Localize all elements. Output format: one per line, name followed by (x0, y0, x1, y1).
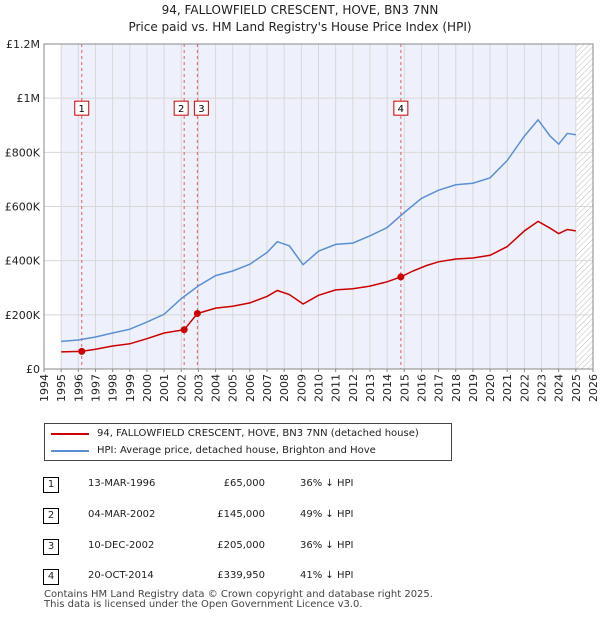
transaction-row: 4 20-OCT-2014 £339,950 41% ↓ HPI (0, 566, 600, 586)
sale-label-box (74, 100, 90, 116)
transaction-row: 2 04-MAR-2002 £145,000 49% ↓ HPI (0, 505, 600, 525)
x-tick-label: 2002 (175, 374, 188, 402)
transaction-hpi: 41% ↓ HPI (300, 570, 354, 581)
y-tick-label: £0 (26, 363, 40, 376)
legend-swatch-hpi (51, 450, 89, 452)
x-tick-label: 2007 (261, 374, 274, 402)
x-tick-label: 1994 (38, 374, 51, 402)
transaction-date: 20-OCT-2014 (88, 570, 154, 581)
transaction-row: 3 10-DEC-2002 £205,000 36% ↓ HPI (0, 536, 600, 556)
hpi-series-line (61, 118, 576, 343)
transaction-number: 3 (43, 539, 59, 555)
legend-swatch-property (51, 433, 89, 435)
legend-label-hpi: HPI: Average price, detached house, Brig… (97, 445, 376, 456)
x-tick-label: 2008 (278, 374, 291, 402)
legend-label-property: 94, FALLOWFIELD CRESCENT, HOVE, BN3 7NN … (97, 428, 419, 439)
footer-line-2: This data is licensed under the Open Gov… (44, 599, 363, 610)
transaction-date: 10-DEC-2002 (88, 540, 155, 551)
x-tick-label: 2009 (295, 374, 308, 402)
sale-label-text: 2 (178, 104, 184, 115)
y-tick-label: £200K (5, 309, 41, 322)
x-tick-label: 2010 (313, 374, 326, 402)
chart-title-block: 94, FALLOWFIELD CRESCENT, HOVE, BN3 7NN … (0, 2, 600, 36)
y-tick-label: £400K (5, 255, 41, 268)
y-tick-label: £1M (17, 92, 41, 105)
transaction-hpi: 36% ↓ HPI (300, 478, 354, 489)
x-tick-label: 1999 (124, 374, 137, 402)
x-tick-label: 2023 (536, 374, 549, 402)
x-tick-label: 2006 (244, 374, 257, 402)
sale-point (180, 326, 188, 334)
x-tick-label: 2005 (227, 374, 240, 402)
x-tick-label: 2018 (450, 374, 463, 402)
sale-label-text: 3 (198, 104, 204, 115)
x-tick-label: 2022 (518, 374, 531, 402)
sale-label-text: 1 (79, 104, 85, 115)
x-tick-label: 2017 (433, 374, 446, 402)
transaction-price: £205,000 (217, 540, 265, 551)
x-tick-label: 2012 (347, 374, 360, 402)
price-chart: 1 2 3 4 £0 £200K £400K £600K £800K £1M £1.2M 1994 19… (5, 38, 600, 402)
x-tick-label: 2004 (210, 374, 223, 402)
x-tick-label: 2013 (364, 374, 377, 402)
transaction-number: 4 (43, 569, 59, 585)
x-tick-label: 2020 (484, 374, 497, 402)
transaction-number: 2 (43, 508, 59, 524)
x-tick-label: 1998 (107, 374, 120, 402)
y-tick-label: £600K (5, 201, 41, 214)
x-tick-label: 2003 (192, 374, 205, 402)
x-tick-label: 2015 (398, 374, 411, 402)
footer-attribution: Contains HM Land Registry data © Crown c… (44, 590, 433, 610)
transaction-number: 1 (43, 477, 59, 493)
transaction-price: £339,950 (217, 570, 265, 581)
chart-subtitle: Price paid vs. HM Land Registry's House … (128, 20, 472, 34)
sale-label-box (193, 100, 209, 116)
transaction-hpi: 49% ↓ HPI (300, 509, 354, 520)
transaction-price: £145,000 (217, 509, 265, 520)
x-tick-label: 1996 (72, 374, 85, 402)
sale-label-box (393, 100, 409, 116)
footer-line-1: Contains HM Land Registry data © Crown c… (44, 589, 433, 600)
transaction-row: 1 13-MAR-1996 £65,000 36% ↓ HPI (0, 474, 600, 494)
x-tick-label: 2001 (158, 374, 171, 402)
x-tick-label: 2016 (415, 374, 428, 402)
x-tick-label: 2019 (467, 374, 480, 402)
sale-label-box (173, 100, 189, 116)
y-tick-label: £1.2M (6, 38, 40, 51)
x-tick-label: 2021 (501, 374, 514, 402)
x-tick-label: 2011 (330, 374, 343, 402)
y-tick-label: £800K (5, 146, 41, 159)
x-tick-label: 1995 (55, 374, 68, 402)
sale-label-text: 4 (398, 104, 404, 115)
transaction-hpi: 36% ↓ HPI (300, 540, 354, 551)
chart-title: 94, FALLOWFIELD CRESCENT, HOVE, BN3 7NN (161, 3, 439, 17)
sale-point (193, 309, 201, 317)
transaction-price: £65,000 (223, 478, 265, 489)
chart-legend: 94, FALLOWFIELD CRESCENT, HOVE, BN3 7NN … (44, 423, 452, 461)
x-tick-label: 2025 (570, 374, 583, 402)
sale-point (78, 347, 86, 355)
transaction-date: 13-MAR-1996 (88, 478, 156, 489)
x-tick-label: 2000 (141, 374, 154, 402)
x-tick-label: 2024 (553, 374, 566, 402)
x-tick-label: 2014 (381, 374, 394, 402)
x-tick-label: 1997 (89, 374, 102, 402)
x-tick-label: 2026 (587, 374, 600, 402)
transaction-date: 04-MAR-2002 (88, 509, 156, 520)
property-series-line (61, 220, 576, 353)
sale-point (397, 273, 405, 281)
